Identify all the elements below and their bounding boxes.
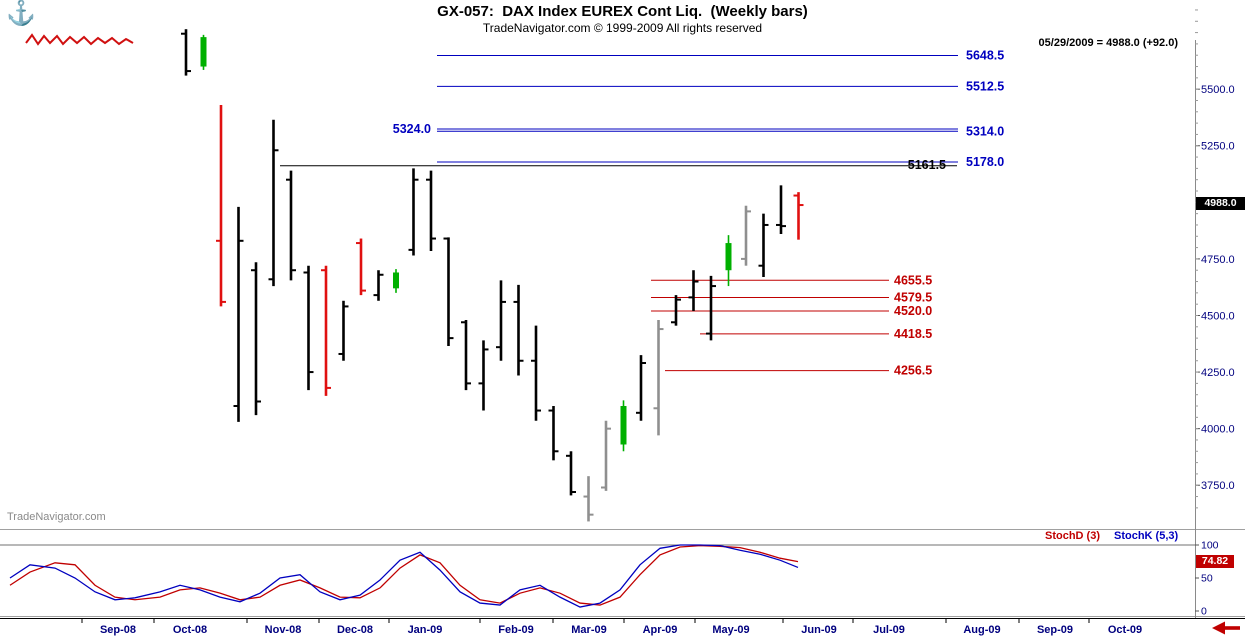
price-bar[interactable]	[741, 205, 751, 266]
watermark-text: TradeNavigator.com	[7, 511, 106, 523]
x-axis-label: Aug-09	[963, 624, 1000, 636]
level-label: 5178.0	[966, 155, 1004, 169]
price-bar[interactable]	[426, 170, 436, 251]
price-bar[interactable]	[496, 280, 506, 361]
price-bar[interactable]	[303, 265, 314, 391]
price-bar[interactable]	[268, 119, 279, 287]
level-label: 4579.5	[894, 290, 932, 304]
y-axis-label: 4500.0	[1201, 310, 1235, 322]
y-axis-label: 5250.0	[1201, 141, 1235, 153]
price-bar[interactable]	[461, 320, 471, 391]
price-bar[interactable]	[548, 406, 559, 461]
x-axis-label: Oct-09	[1108, 624, 1142, 636]
stoch-axis-label: 100	[1201, 540, 1219, 552]
x-axis-label: Sep-09	[1037, 624, 1073, 636]
last-price-badge: 4988.0	[1196, 197, 1245, 210]
support-resistance-line[interactable]: 5178.0	[437, 155, 1004, 169]
price-bar[interactable]	[566, 451, 576, 496]
x-axis-label: Dec-08	[337, 624, 373, 636]
stoch-axis-label: 50	[1201, 573, 1213, 585]
stochd-legend-label: StochD (3)	[1045, 530, 1100, 542]
support-resistance-line[interactable]: 5648.5	[437, 49, 1004, 63]
price-bar[interactable]	[408, 168, 419, 256]
support-resistance-line[interactable]: 4256.5	[665, 364, 932, 378]
price-bar[interactable]	[393, 269, 399, 293]
x-axis-label: Oct-08	[173, 624, 207, 636]
price-bar[interactable]	[200, 34, 207, 70]
support-resistance-line[interactable]: 4655.5	[651, 273, 932, 287]
price-bar[interactable]	[636, 355, 646, 421]
support-resistance-line[interactable]: 5512.5	[437, 79, 1004, 93]
x-axis-label: Jun-09	[801, 624, 836, 636]
price-bar[interactable]	[601, 420, 611, 491]
price-bar[interactable]	[356, 238, 366, 296]
price-bar[interactable]	[758, 213, 769, 278]
stochastic-value-badge: 74.82	[1196, 555, 1234, 568]
stoch-axis-label: 0	[1201, 606, 1207, 618]
x-axis-label: May-09	[712, 624, 749, 636]
scroll-left-arrow-icon[interactable]	[1212, 621, 1240, 635]
price-bar[interactable]	[776, 185, 786, 235]
y-axis-label: 5500.0	[1201, 84, 1235, 96]
stochastic-legend: StochD (3) StochK (5,3)	[1045, 530, 1178, 542]
price-bar[interactable]	[478, 340, 489, 411]
level-label: 4256.5	[894, 364, 932, 378]
price-bar[interactable]	[793, 192, 804, 240]
price-bar[interactable]	[181, 29, 191, 76]
price-bar[interactable]	[671, 295, 681, 326]
x-axis-label: Jan-09	[408, 624, 443, 636]
support-resistance-line[interactable]: 5314.0	[437, 124, 1004, 138]
offscale-data-artifact	[25, 33, 134, 46]
chart-copyright: TradeNavigator.com © 1999-2009 All right…	[482, 21, 763, 35]
support-resistance-line[interactable]: 5324.0	[393, 122, 958, 136]
price-bar[interactable]	[216, 105, 226, 307]
stochd-line	[9, 545, 799, 606]
chart-title: GX-057: DAX Index EUREX Cont Liq. (Weekl…	[437, 3, 808, 20]
level-label: 5512.5	[966, 79, 1004, 93]
x-axis-label: Jul-09	[873, 624, 905, 636]
price-bar[interactable]	[338, 300, 349, 361]
price-bar[interactable]	[706, 275, 716, 341]
price-bar[interactable]	[531, 325, 541, 421]
x-axis-label: Nov-08	[265, 624, 302, 636]
x-axis-label: Mar-09	[571, 624, 606, 636]
price-bar[interactable]	[373, 270, 384, 301]
x-axis-label: Apr-09	[643, 624, 678, 636]
price-bar[interactable]	[286, 170, 296, 281]
stochk-legend-label: StochK (5,3)	[1114, 530, 1179, 542]
level-label: 5314.0	[966, 124, 1004, 138]
price-bar[interactable]	[620, 400, 627, 452]
price-bar[interactable]	[725, 235, 732, 287]
price-bar[interactable]	[583, 476, 594, 522]
tradenavigator-logo-icon: ⚓	[6, 0, 36, 27]
support-resistance-line[interactable]: 4418.5	[700, 327, 932, 341]
level-label: 4418.5	[894, 327, 932, 341]
stochk-line	[9, 544, 799, 608]
level-label: 4520.0	[894, 304, 932, 318]
support-resistance-line[interactable]: 4520.0	[651, 304, 932, 318]
price-bar[interactable]	[688, 270, 699, 311]
x-axis-label: Feb-09	[498, 624, 533, 636]
level-label: 4655.5	[894, 273, 932, 287]
price-bar[interactable]	[251, 262, 261, 416]
level-label: 5648.5	[966, 49, 1004, 63]
x-axis-label: Sep-08	[100, 624, 136, 636]
y-axis-label: 4000.0	[1201, 424, 1235, 436]
price-bar[interactable]	[513, 284, 524, 376]
last-quote-info: 05/29/2009 = 4988.0 (+92.0)	[1038, 37, 1178, 49]
level-label: 5161.5	[908, 158, 946, 172]
price-bar[interactable]	[321, 265, 331, 396]
y-axis-label: 3750.0	[1201, 480, 1235, 492]
price-bar[interactable]	[233, 206, 244, 422]
support-resistance-line[interactable]: 5161.5	[280, 158, 957, 172]
level-label: 5324.0	[393, 122, 431, 136]
price-bar[interactable]	[653, 320, 664, 436]
y-axis-label: 4750.0	[1201, 254, 1235, 266]
price-bar[interactable]	[443, 237, 454, 347]
y-axis-label: 4250.0	[1201, 367, 1235, 379]
